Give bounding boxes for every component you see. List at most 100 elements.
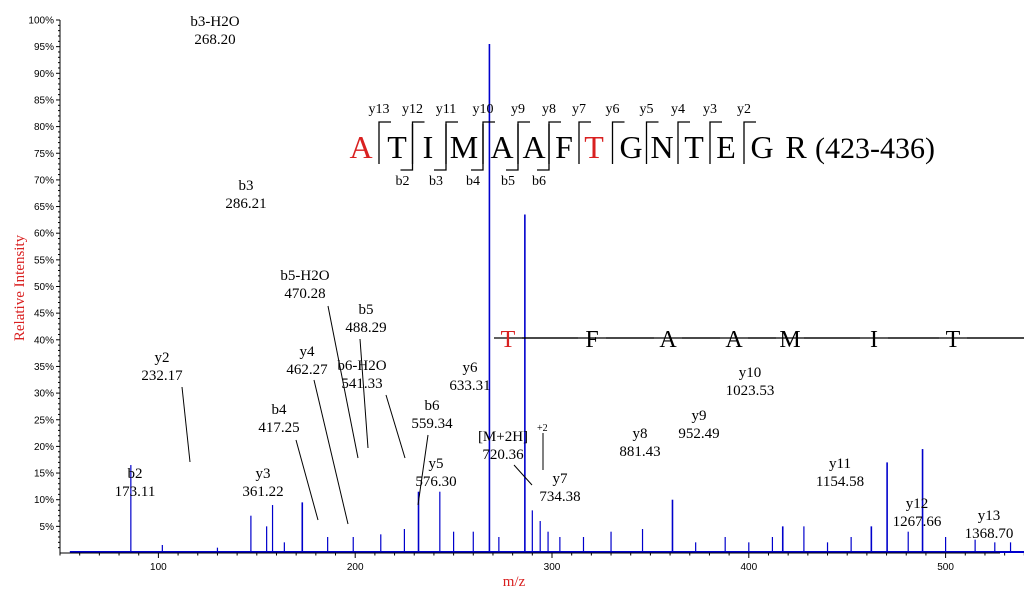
y-tick-label: 40% <box>34 335 54 346</box>
sequence-annotation: A T I M A A F T G N T E G R (423-436)y13 y12 y11 y10 y9 y8 y… <box>349 102 935 189</box>
y-tick-label: 100% <box>28 16 54 27</box>
x-tick-label: 300 <box>544 562 561 573</box>
peak-ion-label: y13 <box>978 508 1001 524</box>
peak-ion-label: y7 <box>553 471 569 487</box>
b-ion-marker: b5 <box>501 174 515 189</box>
peak-mz-label: 734.38 <box>539 489 580 505</box>
sequence-residue: M <box>450 129 478 165</box>
y-ion-bracket <box>611 121 625 164</box>
peak-mz-label: 541.33 <box>341 376 382 392</box>
peak-ion-label: y2 <box>155 350 170 366</box>
sequence-residue: F <box>555 129 573 165</box>
y-tick-label: 95% <box>34 42 54 53</box>
y-tick-label: 30% <box>34 389 54 400</box>
y-ion-marker: y6 <box>606 102 620 117</box>
peak-ion-label: b3-H2O <box>190 14 239 30</box>
y-tick-label: 10% <box>34 495 54 506</box>
peak-mz-label: 470.28 <box>284 286 325 302</box>
ladder-residue: I <box>870 327 878 353</box>
y-tick-label: 25% <box>34 415 54 426</box>
peak-labels-layer: b2 173.11 y2 232.17 b3-H2O 268.20 b3 286.21 y3 36… <box>115 14 1014 542</box>
peak-leader-line <box>417 434 429 506</box>
peaks-layer <box>69 43 1024 553</box>
ticks-layer: 1002003004005006007008009001000110012001… <box>28 16 1024 573</box>
peak-mz-label: 462.27 <box>286 362 328 378</box>
x-tick-label: 500 <box>937 562 954 573</box>
ladder-residue: F <box>585 327 598 353</box>
sequence-residue: T <box>584 129 604 165</box>
y-ion-bracket <box>645 121 659 164</box>
ladder-residue: T <box>501 327 516 353</box>
peak-leader-line <box>295 439 319 521</box>
b-ion-marker: b6 <box>532 174 546 189</box>
y-tick-label: 60% <box>34 229 54 240</box>
y-ion-bracket <box>378 121 391 164</box>
y-tick-label: 65% <box>34 202 54 213</box>
peak-mz-label: 286.21 <box>225 196 266 212</box>
sequence-range-label: (423-436) <box>815 132 935 165</box>
y-ion-bracket <box>677 121 690 164</box>
y-ion-marker: y7 <box>572 102 586 117</box>
peak-mz-label: 559.34 <box>411 416 453 432</box>
y-ion-marker: y2 <box>737 102 751 117</box>
b-ion-marker: b2 <box>396 174 410 189</box>
y-ion-marker: y5 <box>640 102 654 117</box>
b-ion-bracket <box>471 124 484 171</box>
peak-leader-line <box>181 386 191 463</box>
peak-mz-label: 417.25 <box>258 420 299 436</box>
y-tick-label: 35% <box>34 362 54 373</box>
y-tick-label: 75% <box>34 149 54 160</box>
peak-ion-label: b4 <box>272 402 288 418</box>
peak-ion-label: y4 <box>300 344 316 360</box>
ladder-residue: A <box>725 327 743 353</box>
peak-ion-label: b6-H2O <box>337 358 386 374</box>
sequence-residue: A <box>522 129 545 165</box>
sequence-residue: N <box>650 129 673 165</box>
y-ion-marker: y4 <box>671 102 685 117</box>
sequence-residue: E <box>716 129 736 165</box>
b-ion-bracket <box>434 124 447 171</box>
x-tick-label: 100 <box>150 562 167 573</box>
y-ion-marker: y13 <box>369 102 390 117</box>
peak-mz-label: 488.29 <box>345 320 386 336</box>
b-ion-bracket <box>506 124 519 171</box>
peak-mz-label: 576.30 <box>415 474 456 490</box>
sequence-residue: G <box>619 129 642 165</box>
peak-ion-label: b2 <box>128 466 143 482</box>
b-ion-bracket <box>400 124 414 171</box>
sequence-residue: T <box>387 129 407 165</box>
b-ion-marker: b4 <box>466 174 480 189</box>
y-ion-bracket <box>743 121 756 164</box>
sequence-residue: T <box>684 129 704 165</box>
peak-ion-label: b5 <box>359 302 374 318</box>
peak-mz-label: 952.49 <box>678 426 719 442</box>
peak-ion-label: b6 <box>425 398 441 414</box>
peak-ion-label: y8 <box>633 426 648 442</box>
y-ion-marker: y10 <box>473 102 494 117</box>
y-tick-label: 85% <box>34 95 54 106</box>
peak-mz-label: 361.22 <box>242 484 283 500</box>
sequence-residue: R <box>785 129 807 165</box>
peak-ion-label: y9 <box>692 408 707 424</box>
peak-mz-label: 232.17 <box>141 368 183 384</box>
peak-mz-label: 1154.58 <box>816 474 864 490</box>
y-ion-bracket <box>709 121 722 164</box>
b-ion-marker: b3 <box>429 174 443 189</box>
peak-ion-label: b5-H2O <box>280 268 329 284</box>
y-tick-label: 90% <box>34 69 54 80</box>
peak-ion-label: b3 <box>239 178 254 194</box>
y-ion-bracket <box>578 121 591 164</box>
peak-mz-label: 268.20 <box>194 32 235 48</box>
peak-ion-label: y11 <box>829 456 851 472</box>
ladder-residue: A <box>659 327 677 353</box>
peak-mz-label: 633.31 <box>449 378 490 394</box>
y-tick-label: 5% <box>40 522 55 533</box>
peak-mz-label: 1368.70 <box>965 526 1014 542</box>
peak-leader-line <box>513 464 533 486</box>
peak-ion-label: y10 <box>739 365 762 381</box>
y-ion-marker: y9 <box>511 102 525 117</box>
peak-mz-label: 1023.53 <box>726 383 775 399</box>
y-axis-title: Relative Intensity <box>12 234 28 341</box>
peak-ion-label: y12 <box>906 496 929 512</box>
